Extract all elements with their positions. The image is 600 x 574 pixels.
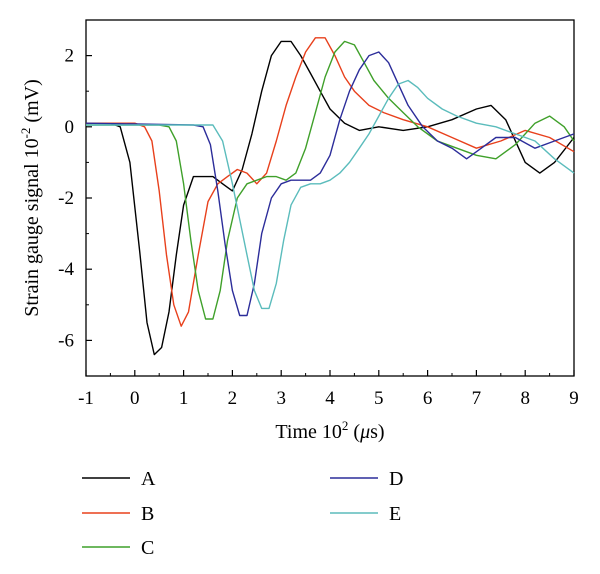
x-tick-label: 8 (520, 388, 530, 409)
x-tick-label: -1 (78, 388, 94, 409)
y-tick-label: -6 (58, 330, 74, 351)
legend-label: B (141, 503, 154, 525)
series-line-A (86, 40, 575, 356)
series-layer (85, 37, 575, 356)
x-tick-label: 3 (276, 388, 286, 409)
legend-label: C (141, 537, 154, 559)
legend: ABC DE (82, 468, 403, 559)
series-line-B (86, 37, 575, 327)
x-tick-label: 0 (130, 388, 140, 409)
x-tick-label: 5 (374, 388, 384, 409)
y-axis-title-exponent: -2 (18, 128, 33, 139)
x-axis-title-main: Time 10 (275, 421, 342, 443)
y-tick-label: -2 (58, 188, 74, 209)
y-axis: 2 0 -2 -4 -6 (58, 19, 92, 377)
x-tick-label: 6 (423, 388, 433, 409)
legend-label: A (141, 468, 156, 490)
x-axis-title: Time 102 (μs) (275, 418, 384, 443)
x-axis-title-exponent: 2 (342, 418, 349, 433)
x-axis-title-unit-close: s) (370, 421, 384, 443)
x-tick-label: 1 (179, 388, 189, 409)
y-axis-title: Strain gauge signal 10-2 (mV) (18, 79, 43, 316)
x-tick-label: 7 (472, 388, 482, 409)
legend-item-B: B (82, 503, 154, 525)
x-tick-label: 2 (228, 388, 238, 409)
series-line-E (86, 79, 575, 310)
y-tick-label: 0 (65, 117, 75, 138)
legend-item-A: A (82, 468, 156, 490)
legend-item-C: C (82, 537, 154, 559)
x-axis-title-mu: μ (359, 421, 370, 443)
x-axis-title-unit-open: ( (348, 421, 360, 443)
x-axis: -1 0 1 2 3 4 5 6 7 8 9 (78, 370, 579, 409)
y-axis-title-unit: (mV) (21, 79, 43, 127)
x-tick-label: 9 (569, 388, 579, 409)
y-tick-label: -4 (58, 259, 74, 280)
legend-label: D (389, 468, 403, 490)
legend-item-D: D (330, 468, 403, 490)
series-line-D (85, 51, 575, 317)
legend-label: E (389, 503, 401, 525)
y-tick-label: 2 (65, 46, 75, 67)
legend-item-E: E (330, 503, 401, 525)
y-axis-title-main: Strain gauge signal 10 (21, 138, 43, 316)
plot-frame (85, 19, 575, 377)
x-tick-label: 4 (325, 388, 335, 409)
